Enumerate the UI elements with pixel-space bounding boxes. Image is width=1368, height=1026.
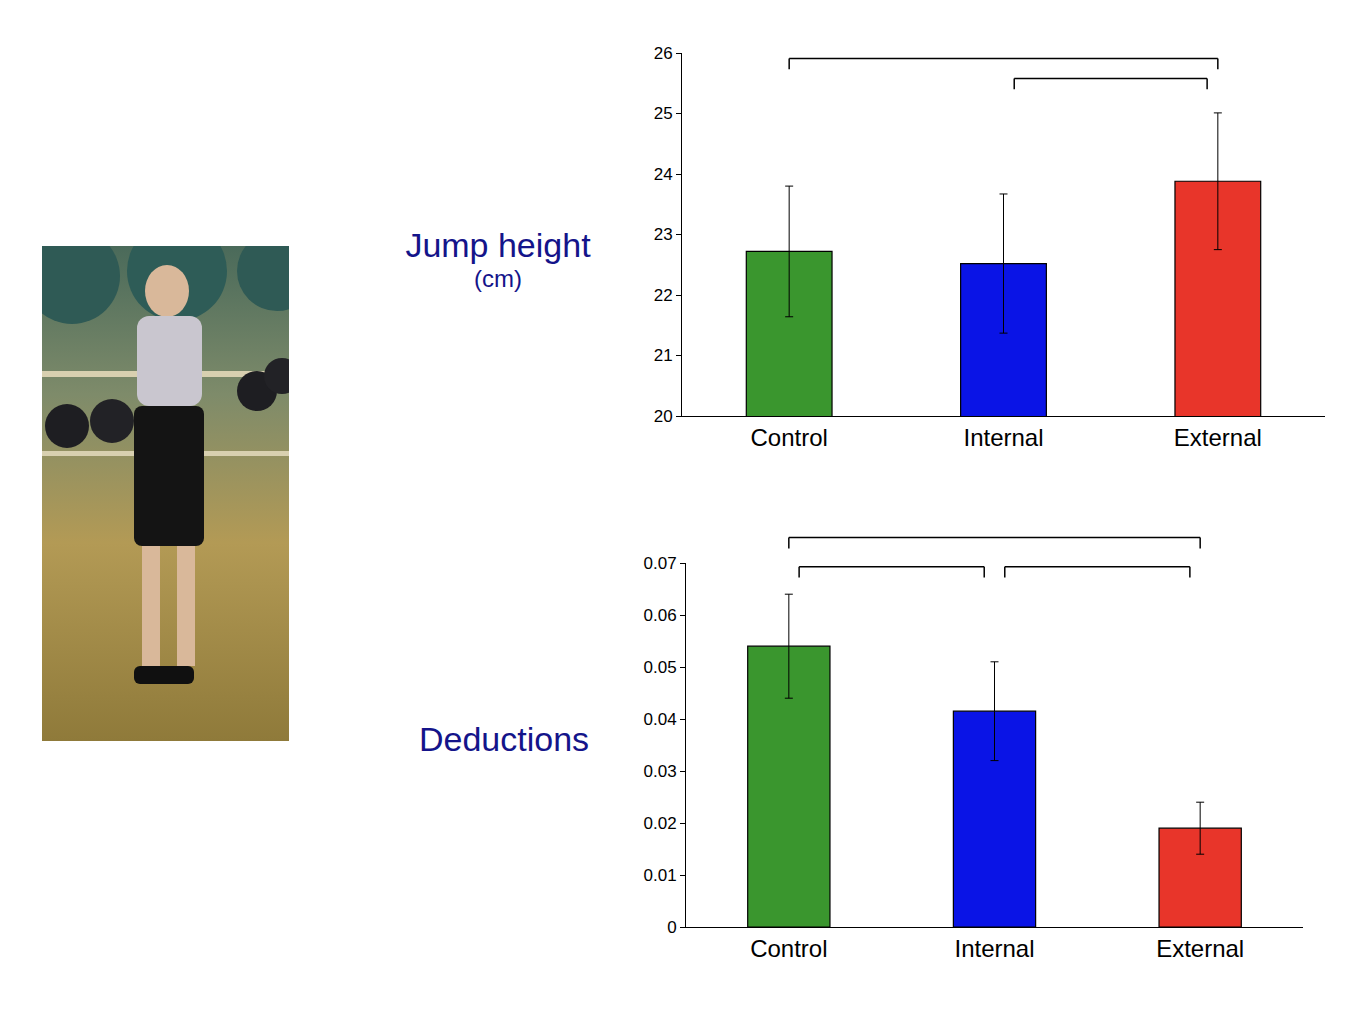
html-text:Jump height: Jump height (405, 226, 591, 264)
svg-text:External: External (1174, 424, 1262, 451)
svg-text:0.06: 0.06 (644, 606, 677, 625)
svg-text:0.02: 0.02 (644, 814, 677, 833)
svg-text:21: 21 (654, 346, 673, 365)
svg-text:0.05: 0.05 (644, 658, 677, 677)
svg-text:0.03: 0.03 (644, 762, 677, 781)
svg-text:0.07: 0.07 (644, 554, 677, 573)
html-text:(cm): (cm) (474, 265, 522, 293)
svg-text:20: 20 (654, 407, 673, 426)
svg-text:0.04: 0.04 (644, 710, 677, 729)
svg-text:0: 0 (667, 918, 676, 937)
svg-text:26: 26 (654, 44, 673, 63)
html-text:Deductions: Deductions (418, 720, 589, 758)
svg-text:25: 25 (654, 104, 673, 123)
svg-text:Control: Control (750, 935, 827, 962)
svg-text:Control: Control (750, 424, 827, 451)
svg-text:Internal: Internal (954, 935, 1034, 962)
svg-text:23: 23 (654, 225, 673, 244)
svg-text:24: 24 (654, 165, 673, 184)
svg-text:Internal: Internal (963, 424, 1043, 451)
svg-text:22: 22 (654, 286, 673, 305)
svg-text:External: External (1156, 935, 1244, 962)
svg-text:0.01: 0.01 (644, 866, 677, 885)
